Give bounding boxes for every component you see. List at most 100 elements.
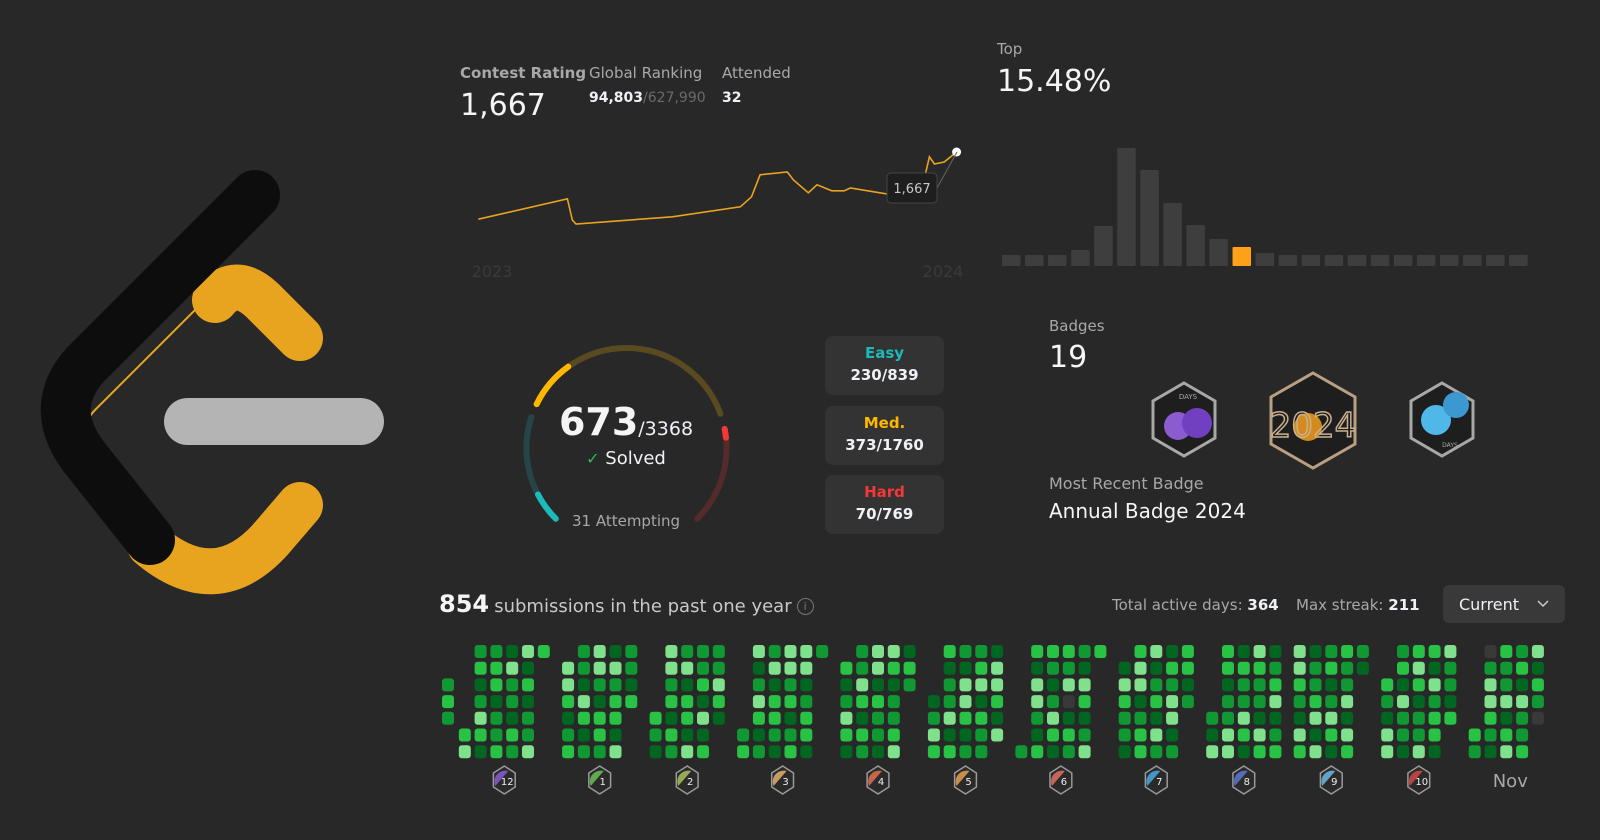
heatmap-day-cell[interactable] bbox=[1015, 745, 1028, 759]
heatmap-day-cell[interactable] bbox=[474, 678, 487, 692]
difficulty-medium[interactable]: Med. 373/1760 bbox=[825, 406, 944, 465]
heatmap-day-cell[interactable] bbox=[737, 745, 750, 759]
heatmap-day-cell[interactable] bbox=[1078, 711, 1091, 725]
heatmap-day-cell[interactable] bbox=[1444, 695, 1457, 709]
heatmap-day-cell[interactable] bbox=[1206, 711, 1219, 725]
heatmap-day-cell[interactable] bbox=[943, 695, 956, 709]
heatmap-day-cell[interactable] bbox=[1206, 745, 1219, 759]
heatmap-day-cell[interactable] bbox=[927, 745, 940, 759]
heatmap-day-cell[interactable] bbox=[784, 661, 797, 675]
heatmap-day-cell[interactable] bbox=[1341, 745, 1354, 759]
heatmap-day-cell[interactable] bbox=[1062, 645, 1075, 658]
heatmap-day-cell[interactable] bbox=[1412, 661, 1425, 675]
heatmap-day-cell[interactable] bbox=[1062, 661, 1075, 675]
heatmap-day-cell[interactable] bbox=[1253, 711, 1266, 725]
heatmap-day-cell[interactable] bbox=[1237, 661, 1250, 675]
monthly-badge-2-icon[interactable]: 2 bbox=[675, 765, 699, 795]
heatmap-day-cell[interactable] bbox=[506, 728, 519, 742]
heatmap-day-cell[interactable] bbox=[1222, 645, 1234, 658]
heatmap-day-cell[interactable] bbox=[784, 695, 797, 709]
difficulty-easy[interactable]: Easy 230/839 bbox=[825, 336, 944, 395]
heatmap-day-cell[interactable] bbox=[800, 645, 813, 658]
heatmap-day-cell[interactable] bbox=[840, 695, 853, 709]
heatmap-day-cell[interactable] bbox=[816, 645, 829, 658]
heatmap-day-cell[interactable] bbox=[1341, 695, 1354, 709]
heatmap-day-cell[interactable] bbox=[1047, 745, 1059, 759]
heatmap-day-cell[interactable] bbox=[593, 661, 606, 675]
heatmap-day-cell[interactable] bbox=[959, 728, 972, 742]
heatmap-day-cell[interactable] bbox=[609, 728, 622, 742]
heatmap-day-cell[interactable] bbox=[1031, 728, 1044, 742]
heatmap-day-cell[interactable] bbox=[856, 645, 869, 658]
heatmap-day-cell[interactable] bbox=[887, 661, 900, 675]
heatmap-day-cell[interactable] bbox=[1428, 661, 1441, 675]
heatmap-day-cell[interactable] bbox=[856, 745, 869, 759]
heatmap-day-cell[interactable] bbox=[1222, 678, 1234, 692]
heatmap-day-cell[interactable] bbox=[1166, 645, 1179, 658]
heatmap-day-cell[interactable] bbox=[1047, 728, 1059, 742]
heatmap-day-cell[interactable] bbox=[562, 745, 575, 759]
heatmap-day-cell[interactable] bbox=[649, 728, 662, 742]
heatmap-day-cell[interactable] bbox=[665, 695, 678, 709]
heatmap-day-cell[interactable] bbox=[681, 678, 694, 692]
heatmap-day-cell[interactable] bbox=[712, 695, 725, 709]
heatmap-day-cell[interactable] bbox=[768, 711, 781, 725]
heatmap-day-cell[interactable] bbox=[975, 711, 988, 725]
heatmap-day-cell[interactable] bbox=[1516, 645, 1529, 658]
heatmap-day-cell[interactable] bbox=[1444, 645, 1457, 658]
monthly-badge-4-icon[interactable]: 4 bbox=[866, 765, 890, 795]
heatmap-day-cell[interactable] bbox=[681, 728, 694, 742]
badges-list[interactable]: DAYS 2024 DAYS bbox=[1140, 370, 1490, 475]
heatmap-day-cell[interactable] bbox=[943, 711, 956, 725]
heatmap-day-cell[interactable] bbox=[1269, 711, 1282, 725]
heatmap-day-cell[interactable] bbox=[1237, 745, 1250, 759]
heatmap-day-cell[interactable] bbox=[1341, 645, 1354, 658]
heatmap-day-cell[interactable] bbox=[562, 678, 575, 692]
heatmap-day-cell[interactable] bbox=[1484, 645, 1497, 658]
heatmap-day-cell[interactable] bbox=[1516, 695, 1529, 709]
heatmap-day-cell[interactable] bbox=[1078, 661, 1091, 675]
heatmap-day-cell[interactable] bbox=[752, 645, 765, 658]
heatmap-day-cell[interactable] bbox=[927, 728, 940, 742]
heatmap-day-cell[interactable] bbox=[1381, 678, 1394, 692]
heatmap-day-cell[interactable] bbox=[1118, 661, 1131, 675]
heatmap-day-cell[interactable] bbox=[1428, 711, 1441, 725]
heatmap-day-cell[interactable] bbox=[872, 745, 884, 759]
heatmap-day-cell[interactable] bbox=[1181, 661, 1194, 675]
heatmap-day-cell[interactable] bbox=[562, 661, 575, 675]
heatmap-day-cell[interactable] bbox=[800, 745, 813, 759]
heatmap-day-cell[interactable] bbox=[1500, 645, 1513, 658]
heatmap-day-cell[interactable] bbox=[1444, 711, 1457, 725]
heatmap-day-cell[interactable] bbox=[1134, 645, 1147, 658]
heatmap-day-cell[interactable] bbox=[474, 745, 487, 759]
heatmap-day-cell[interactable] bbox=[840, 678, 853, 692]
heatmap-day-cell[interactable] bbox=[1325, 645, 1338, 658]
heatmap-day-cell[interactable] bbox=[712, 678, 725, 692]
heatmap-day-cell[interactable] bbox=[577, 645, 590, 658]
heatmap-day-cell[interactable] bbox=[1134, 661, 1147, 675]
heatmap-day-cell[interactable] bbox=[1062, 678, 1075, 692]
heatmap-day-cell[interactable] bbox=[1031, 645, 1044, 658]
monthly-badge-6-icon[interactable]: 6 bbox=[1049, 765, 1073, 795]
heatmap-day-cell[interactable] bbox=[1118, 745, 1131, 759]
heatmap-day-cell[interactable] bbox=[1309, 645, 1322, 658]
heatmap-day-cell[interactable] bbox=[1150, 745, 1163, 759]
heatmap-day-cell[interactable] bbox=[609, 695, 622, 709]
heatmap-day-cell[interactable] bbox=[1309, 661, 1322, 675]
heatmap-day-cell[interactable] bbox=[506, 661, 519, 675]
heatmap-day-cell[interactable] bbox=[959, 678, 972, 692]
monthly-badge-8-icon[interactable]: 8 bbox=[1232, 765, 1256, 795]
heatmap-day-cell[interactable] bbox=[681, 745, 694, 759]
heatmap-day-cell[interactable] bbox=[1031, 661, 1044, 675]
heatmap-day-cell[interactable] bbox=[975, 661, 988, 675]
heatmap-day-cell[interactable] bbox=[784, 645, 797, 658]
heatmap-day-cell[interactable] bbox=[1166, 695, 1179, 709]
heatmap-day-cell[interactable] bbox=[784, 678, 797, 692]
heatmap-day-cell[interactable] bbox=[872, 695, 884, 709]
heatmap-day-cell[interactable] bbox=[943, 645, 956, 658]
heatmap-day-cell[interactable] bbox=[1468, 728, 1481, 742]
heatmap-day-cell[interactable] bbox=[1381, 711, 1394, 725]
heatmap-day-cell[interactable] bbox=[474, 728, 487, 742]
heatmap-day-cell[interactable] bbox=[737, 728, 750, 742]
heatmap-day-cell[interactable] bbox=[1309, 678, 1322, 692]
